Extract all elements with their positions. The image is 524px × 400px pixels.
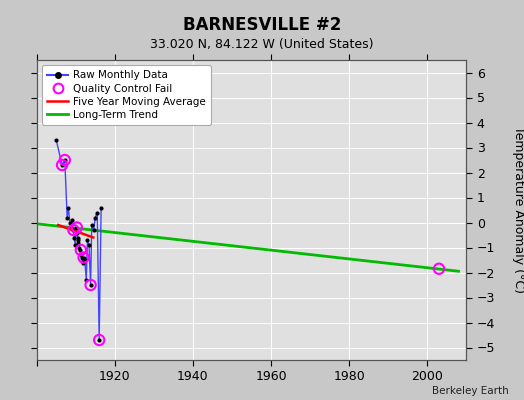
Point	[86, 282, 95, 288]
Point	[73, 229, 81, 236]
Point	[61, 157, 69, 163]
Point	[77, 252, 85, 258]
Point	[73, 224, 81, 231]
Point	[90, 227, 98, 233]
Point	[77, 247, 85, 253]
Point	[82, 277, 91, 283]
Legend: Raw Monthly Data, Quality Control Fail, Five Year Moving Average, Long-Term Tren: Raw Monthly Data, Quality Control Fail, …	[42, 65, 211, 125]
Point	[74, 237, 82, 243]
Point	[58, 162, 66, 168]
Text: Berkeley Earth: Berkeley Earth	[432, 386, 508, 396]
Point	[81, 257, 89, 263]
Text: BARNESVILLE #2: BARNESVILLE #2	[183, 16, 341, 34]
Point	[435, 266, 443, 272]
Point	[67, 224, 75, 231]
Point	[85, 242, 93, 248]
Point	[79, 254, 88, 261]
Point	[78, 254, 86, 261]
Point	[73, 234, 82, 241]
Point	[75, 244, 83, 251]
Point	[69, 227, 78, 233]
Point	[69, 227, 78, 233]
Point	[76, 247, 84, 253]
Point	[74, 239, 83, 246]
Point	[91, 214, 100, 221]
Point	[79, 254, 88, 261]
Point	[61, 157, 69, 163]
Point	[58, 162, 66, 168]
Text: 33.020 N, 84.122 W (United States): 33.020 N, 84.122 W (United States)	[150, 38, 374, 51]
Point	[66, 219, 74, 226]
Point	[93, 209, 102, 216]
Y-axis label: Temperature Anomaly (°C): Temperature Anomaly (°C)	[512, 126, 524, 294]
Point	[83, 237, 92, 243]
Point	[86, 282, 95, 288]
Point	[63, 214, 71, 221]
Point	[71, 242, 80, 248]
Point	[64, 204, 72, 211]
Point	[68, 217, 77, 223]
Point	[95, 337, 103, 343]
Point	[79, 259, 87, 266]
Point	[88, 222, 96, 228]
Point	[95, 337, 103, 343]
Point	[52, 137, 60, 143]
Point	[97, 204, 105, 211]
Point	[72, 224, 80, 231]
Point	[70, 234, 79, 241]
